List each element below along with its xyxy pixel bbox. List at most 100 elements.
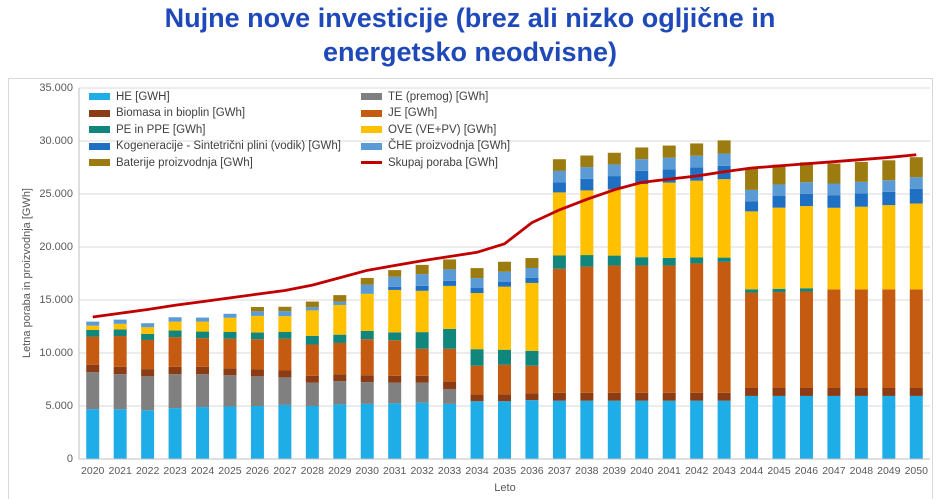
bar-segment-2050 [909,387,923,396]
bar-segment-2023 [168,366,182,375]
bar-segment-2048 [854,395,868,459]
bar-segment-2037 [552,159,566,171]
bar-segment-2026 [250,376,264,406]
x-tick-label-2036: 2036 [520,465,544,477]
bar-segment-2043 [717,400,731,459]
legend-swatch-baterije [89,159,110,167]
legend-label: TE (premog) [GWh] [388,90,489,103]
x-tick-label-2039: 2039 [602,465,626,477]
bar-segment-2040 [635,257,649,266]
bar-segment-2025 [223,406,237,459]
x-tick-label-2030: 2030 [355,465,379,477]
bar-segment-2035 [498,394,511,402]
bar-segment-2024 [196,374,210,408]
bar-segment-2032 [415,382,429,403]
bar-segment-2029 [333,342,347,375]
chart-canvas [78,87,930,460]
bar-segment-2029 [333,304,347,335]
bar-segment-2024 [196,407,210,459]
bar-segment-2021 [113,366,127,375]
bar-segment-2048 [854,289,868,388]
bar-segment-2039 [607,400,621,459]
bar-segment-2040 [635,159,649,171]
bar-segment-2031 [388,403,402,459]
bar-segment-2034 [470,349,484,366]
x-tick-label-2038: 2038 [575,465,599,477]
bar-segment-2043 [717,140,731,154]
bar-segment-2042 [690,257,704,264]
bar-segment-2044 [745,201,759,212]
bar-segment-2043 [717,257,731,262]
bar-segment-2043 [717,153,731,166]
bar-segment-2033 [443,348,457,382]
x-tick-label-2026: 2026 [245,465,270,477]
bar-segment-2024 [196,321,210,332]
bar-segment-2035 [498,271,511,282]
bar-segment-2038 [580,255,594,267]
bar-segment-2050 [909,188,923,204]
x-tick-label-2022: 2022 [135,465,160,477]
bar-segment-2039 [607,392,621,401]
bar-segment-2035 [498,364,511,395]
bar-segment-2020 [86,409,100,459]
bar-segment-2021 [113,319,127,324]
bar-segment-2027 [278,370,292,378]
bar-segment-2045 [772,288,786,293]
bar-segment-2040 [635,400,649,459]
bar-segment-2022 [141,333,155,340]
bar-segment-2030 [360,375,374,383]
bar-segment-2049 [882,395,896,459]
y-tick-label: 25.000 [39,187,73,200]
bar-segment-2037 [552,268,566,393]
bar-segment-2033 [443,381,457,390]
y-tick-label: 20.000 [39,240,73,253]
bar-segment-2020 [86,325,100,330]
x-tick-label-2034: 2034 [465,465,489,477]
legend-swatch-pe-ppe [89,126,110,134]
bar-segment-2026 [250,339,264,370]
legend: HE [GWH] TE (premog) [GWh] Biomasa in bi… [89,90,510,170]
chart-title: Nujne nove investicije (brez ali nizko o… [70,2,870,70]
bar-segment-2032 [415,402,429,459]
bar-segment-2020 [86,321,100,326]
bar-segment-2020 [86,372,100,410]
bar-segment-2034 [470,365,484,395]
bar-segment-2049 [882,205,896,290]
bar-segment-2047 [827,195,841,208]
bar-segment-2020 [86,364,100,373]
bar-segment-2025 [223,375,237,407]
legend-item-che: ČHE proizvodnja [GWh] [361,140,510,154]
bar-segment-2021 [113,329,127,337]
bar-segment-2034 [470,278,484,289]
bar-segment-2026 [250,369,264,377]
bar-segment-2022 [141,327,155,334]
legend-label: Skupaj poraba [GWh] [388,156,498,169]
y-tick-label: 30.000 [39,134,73,147]
legend-item-pe-ppe: PE in PPE [GWh] [89,123,361,137]
chart-title-line2: energetsko neodvisne) [322,36,618,67]
bar-segment-2049 [882,191,896,206]
bar-segment-2037 [552,400,566,459]
bar-segment-2026 [250,315,264,333]
bar-segment-2027 [278,306,292,312]
bar-segment-2048 [854,193,868,207]
bar-segment-2032 [415,348,429,376]
bar-segment-2036 [525,267,539,278]
bar-segment-2038 [580,392,594,401]
bar-segment-2033 [443,285,457,329]
bar-segment-2038 [580,167,594,179]
total-consumption-line [92,153,917,319]
bar-segment-2031 [388,375,402,383]
bar-segment-2039 [607,255,621,266]
x-tick-label-2046: 2046 [794,465,819,477]
bar-segment-2031 [388,286,402,290]
bar-segment-2041 [662,145,676,158]
bar-segment-2032 [415,264,429,275]
bar-segment-2025 [223,332,237,339]
x-tick-label-2024: 2024 [190,465,215,477]
bar-segment-2032 [415,285,429,291]
bar-segment-2041 [662,392,676,401]
legend-label: HE [GWH] [116,90,170,103]
bar-segment-2028 [305,344,319,376]
